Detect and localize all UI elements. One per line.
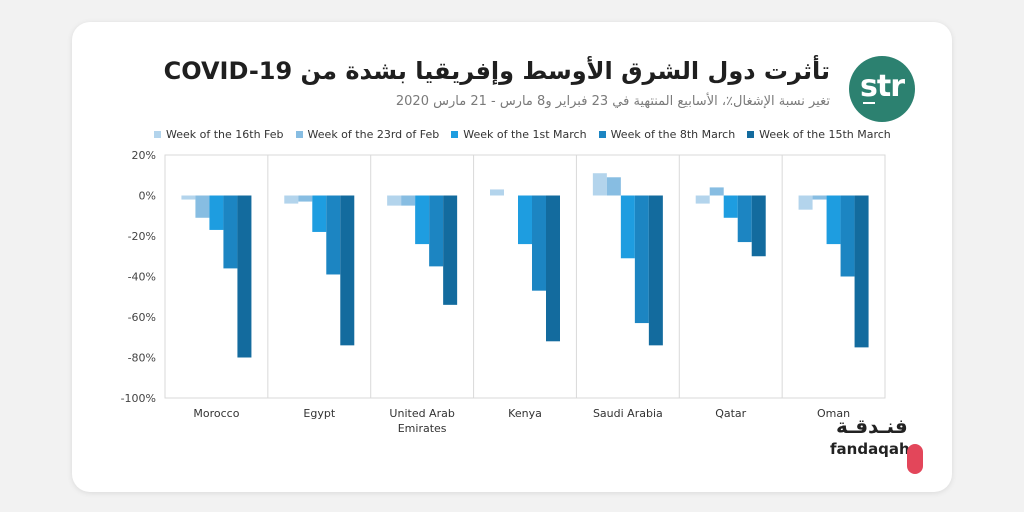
x-tick-label-line: Kenya — [508, 407, 542, 420]
str-logo: str — [849, 56, 915, 122]
bar — [812, 195, 827, 200]
bar — [490, 189, 504, 196]
x-tick-label-line: Qatar — [715, 407, 746, 420]
legend-label: Week of the 1st March — [463, 128, 587, 141]
bar — [751, 195, 766, 257]
y-tick-label: 20% — [132, 149, 156, 162]
legend-item: Week of the 1st March — [451, 128, 587, 141]
bar — [592, 173, 607, 196]
chart-title: تأثرت دول الشرق الأوسط وإفريقيا بشدة من … — [163, 57, 830, 85]
bar — [546, 195, 560, 342]
bar — [340, 195, 355, 346]
y-tick-label: 0% — [139, 190, 156, 203]
legend-label: Week of the 15th March — [759, 128, 891, 141]
bar — [195, 195, 210, 218]
y-tick-label: -60% — [128, 311, 156, 324]
legend-swatch — [451, 131, 459, 138]
bar — [181, 195, 196, 200]
legend-swatch — [295, 131, 303, 138]
x-tick-label: Morocco — [193, 407, 239, 420]
x-tick-label-line: Emirates — [398, 422, 447, 435]
x-tick-label-line: Oman — [817, 407, 850, 420]
y-tick-label: -20% — [128, 230, 156, 243]
bar — [840, 195, 855, 277]
bar — [648, 195, 663, 346]
bar — [415, 195, 430, 245]
bar — [634, 195, 649, 324]
x-tick-label: Oman — [817, 407, 850, 420]
x-tick-label: Saudi Arabia — [593, 407, 663, 420]
y-tick-label: -80% — [128, 352, 156, 365]
fandaqah-logo-arabic: فنـدقـة — [836, 414, 908, 438]
legend-swatch — [598, 131, 606, 138]
legend-item: Week of the 16th Feb — [154, 128, 284, 141]
fandaqah-logo-icon — [907, 444, 923, 474]
x-tick-label: Qatar — [715, 407, 746, 420]
str-logo-underline — [863, 102, 875, 104]
legend-label: Week of the 16th Feb — [166, 128, 284, 141]
x-tick-label-line: Morocco — [193, 407, 239, 420]
x-tick-label-line: Saudi Arabia — [593, 407, 663, 420]
bar — [429, 195, 444, 267]
chart-card — [72, 22, 952, 492]
bar — [237, 195, 252, 358]
bar — [312, 195, 327, 232]
plot-border — [164, 154, 886, 399]
legend-item: Week of the 15th March — [747, 128, 891, 141]
bar — [223, 195, 238, 269]
bar — [518, 195, 532, 245]
bar — [606, 177, 621, 196]
legend-label: Week of the 8th March — [610, 128, 736, 141]
bar — [401, 195, 416, 206]
bar — [695, 195, 710, 204]
bar — [798, 195, 813, 210]
legend-swatch — [747, 131, 755, 138]
legend-item: Week of the 8th March — [598, 128, 736, 141]
y-tick-label: -100% — [121, 392, 156, 405]
bar — [532, 195, 546, 291]
chart-legend: Week of the 16th Feb Week of the 23rd of… — [154, 128, 891, 141]
legend-label: Week of the 23rd of Feb — [307, 128, 440, 141]
bar — [709, 187, 724, 196]
x-tick-label: Egypt — [303, 407, 335, 420]
bar — [298, 195, 313, 202]
chart-subtitle: تغير نسبة الإشغال٪، الأسابيع المنتهية في… — [395, 94, 830, 109]
x-tick-label-line: Egypt — [303, 407, 335, 420]
bar — [284, 195, 299, 204]
bar — [443, 195, 458, 305]
legend-item: Week of the 23rd of Feb — [295, 128, 440, 141]
bar — [326, 195, 341, 275]
bar — [387, 195, 402, 206]
x-tick-label: United Arab Emirates — [389, 407, 454, 435]
x-tick-label-line: United Arab — [389, 407, 454, 420]
bar — [723, 195, 738, 218]
x-tick-label: Kenya — [508, 407, 542, 420]
bar — [737, 195, 752, 243]
y-tick-label: -40% — [128, 271, 156, 284]
legend-swatch — [154, 131, 161, 138]
bar — [620, 195, 635, 259]
fandaqah-logo-text: fandaqah — [830, 440, 910, 458]
bar — [209, 195, 224, 230]
bar — [854, 195, 869, 348]
bar — [826, 195, 841, 245]
str-logo-text: str — [860, 69, 905, 104]
